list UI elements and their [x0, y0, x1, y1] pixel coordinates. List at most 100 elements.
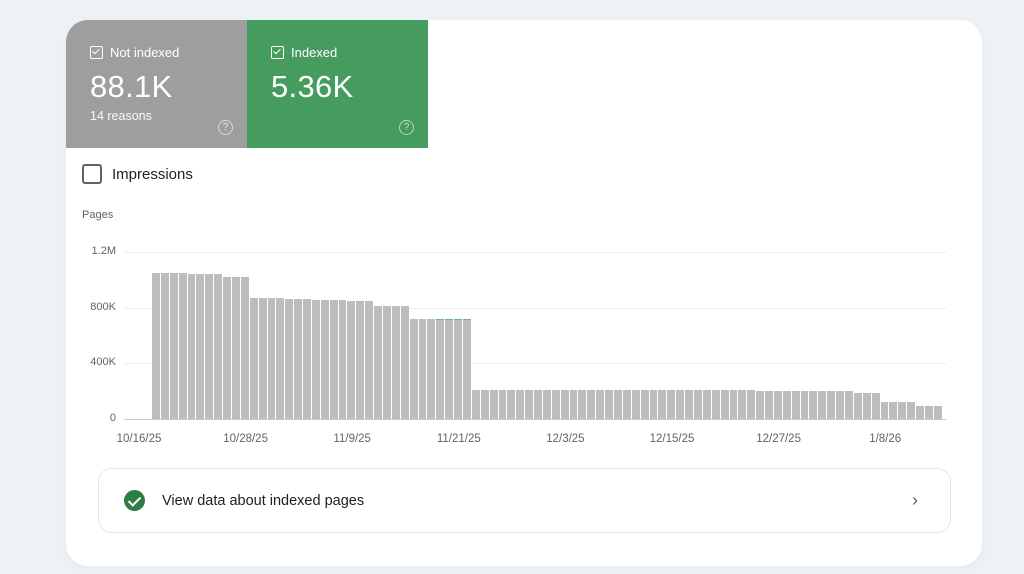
not-indexed-reasons: 14 reasons — [90, 109, 152, 123]
chart-bar[interactable] — [436, 318, 445, 419]
chart-bar[interactable] — [418, 318, 427, 419]
chart-bar[interactable] — [311, 300, 320, 419]
chart-bar[interactable] — [338, 300, 347, 419]
chart-bar[interactable] — [276, 297, 285, 419]
chart-bar[interactable] — [525, 390, 534, 419]
chart-bar[interactable] — [365, 301, 374, 419]
chart-bar[interactable] — [196, 274, 205, 419]
chart-bar[interactable] — [729, 390, 738, 419]
view-indexed-pages-label: View data about indexed pages — [162, 492, 365, 509]
chart-bar[interactable] — [756, 391, 765, 419]
chart-bar[interactable] — [391, 306, 400, 419]
chart-bar[interactable] — [214, 274, 223, 419]
view-indexed-pages-link[interactable]: View data about indexed pages › — [98, 468, 951, 533]
chart-bar[interactable] — [160, 272, 169, 419]
chart-bar[interactable] — [231, 277, 240, 419]
chart-bar[interactable] — [507, 390, 516, 419]
checkbox-checked-icon[interactable] — [90, 46, 103, 59]
chart-bar[interactable] — [614, 390, 622, 419]
chart-bar[interactable] — [596, 390, 605, 419]
impressions-toggle[interactable]: Impressions — [82, 164, 193, 184]
chart-bar[interactable] — [320, 300, 329, 419]
chart-bar[interactable] — [303, 299, 311, 419]
chart-bar[interactable] — [649, 390, 658, 419]
chart-bar[interactable] — [667, 390, 676, 419]
chart-bar[interactable] — [383, 306, 391, 419]
chart-bar[interactable] — [187, 274, 196, 419]
chart-bar[interactable] — [445, 318, 454, 419]
chart-bar[interactable] — [223, 277, 231, 419]
chart-bar[interactable] — [516, 390, 525, 419]
chart-bar[interactable] — [240, 277, 249, 419]
chart-bar[interactable] — [480, 390, 489, 419]
chart-bar[interactable] — [853, 392, 862, 419]
chart-bar[interactable] — [534, 390, 542, 419]
chart-bar[interactable] — [845, 391, 853, 419]
chart-bar[interactable] — [916, 406, 924, 419]
chart-bar[interactable] — [765, 391, 773, 419]
chart-bar[interactable] — [205, 274, 214, 419]
chart-bar[interactable] — [880, 402, 889, 419]
chart-bar[interactable] — [551, 390, 560, 419]
chart-bar[interactable] — [329, 300, 338, 419]
chart-bar[interactable] — [569, 390, 578, 419]
chart-bar[interactable] — [747, 390, 756, 419]
help-icon[interactable]: ? — [218, 120, 233, 135]
chart-bar[interactable] — [773, 391, 782, 419]
chart-bar[interactable] — [933, 406, 942, 419]
chart-bar[interactable] — [454, 318, 462, 419]
chart-bar[interactable] — [640, 390, 649, 419]
checkbox-unchecked-icon[interactable] — [82, 164, 102, 184]
chart-bar[interactable] — [818, 391, 827, 419]
chart-bar[interactable] — [294, 299, 303, 419]
chart-bar[interactable] — [685, 390, 693, 419]
chart-bar[interactable] — [871, 392, 880, 419]
chart-bar[interactable] — [249, 297, 258, 419]
chart-bar[interactable] — [907, 402, 916, 419]
chart-bar[interactable] — [471, 390, 480, 419]
chart-bar[interactable] — [409, 318, 418, 419]
chart-bar[interactable] — [267, 297, 276, 419]
indexed-tile[interactable]: Indexed 5.36K ? — [247, 20, 428, 148]
chart-bar[interactable] — [782, 391, 791, 419]
help-icon[interactable]: ? — [399, 120, 414, 135]
chart-bar[interactable] — [827, 391, 836, 419]
chart-bar[interactable] — [711, 390, 720, 419]
chart-bar[interactable] — [809, 391, 818, 419]
chart-bar[interactable] — [178, 272, 187, 419]
chart-bar[interactable] — [258, 297, 267, 419]
chart-bar[interactable] — [622, 390, 631, 419]
chart-bar[interactable] — [676, 390, 685, 419]
chart-bar[interactable] — [800, 391, 809, 419]
chart-bar[interactable] — [587, 390, 596, 419]
chart-bar[interactable] — [285, 299, 294, 419]
chart-bar[interactable] — [374, 306, 383, 419]
chart-bar[interactable] — [631, 390, 640, 419]
chart-bar[interactable] — [898, 402, 907, 419]
chart-bar[interactable] — [169, 272, 178, 419]
chart-bar[interactable] — [356, 301, 365, 419]
chart-bar[interactable] — [862, 392, 871, 419]
checkbox-checked-icon[interactable] — [271, 46, 284, 59]
not-indexed-tile[interactable]: Not indexed 88.1K 14 reasons ? — [66, 20, 247, 148]
chart-bar[interactable] — [427, 318, 436, 419]
chart-bar[interactable] — [658, 390, 667, 419]
chart-bar[interactable] — [498, 390, 507, 419]
chart-bar[interactable] — [152, 272, 160, 419]
chart-bar[interactable] — [693, 390, 702, 419]
chart-bar[interactable] — [738, 390, 747, 419]
chart-bar[interactable] — [347, 301, 356, 419]
chart-bar[interactable] — [924, 406, 933, 419]
chart-bar[interactable] — [542, 390, 551, 419]
chart-bar[interactable] — [720, 390, 729, 419]
chart-bar[interactable] — [702, 390, 711, 419]
chart-bar[interactable] — [489, 390, 498, 419]
chart-bar[interactable] — [791, 391, 800, 419]
chart-bar[interactable] — [605, 390, 614, 419]
chart-bar[interactable] — [889, 402, 898, 419]
chart-bar[interactable] — [462, 318, 471, 419]
chart-bar[interactable] — [578, 390, 587, 419]
chart-bar[interactable] — [836, 391, 845, 419]
chart-bar[interactable] — [400, 306, 409, 419]
chart-bar[interactable] — [560, 390, 569, 419]
